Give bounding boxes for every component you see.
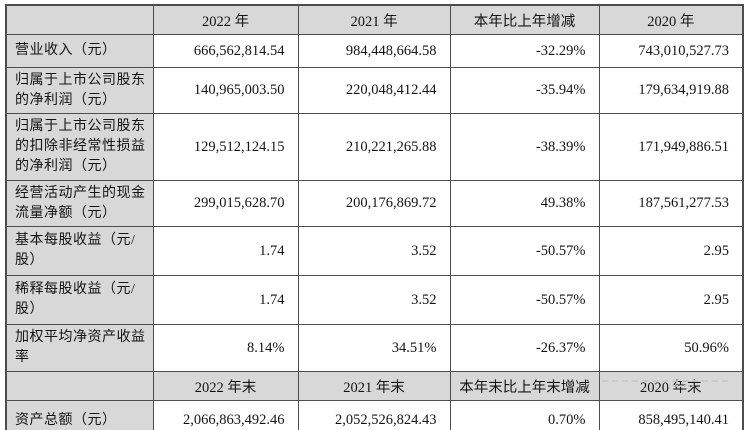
value-cell: -32.29% [449, 34, 600, 68]
column-header: 本年末比上年末增减 [449, 371, 600, 401]
table-row: 加权平均净资产收益率 8.14% 34.51% -26.37% 50.96% [5, 324, 744, 372]
value-cell: 129,512,124.15 [152, 113, 299, 181]
row-label: 经营活动产生的现金流量净额（元） [5, 180, 154, 227]
table-row: 基本每股收益（元/股） 1.74 3.52 -50.57% 2.95 [5, 226, 744, 276]
value-cell: -26.37% [449, 324, 600, 372]
value-cell: 1.74 [152, 226, 299, 276]
column-header: 2020 年末 [598, 371, 744, 401]
value-cell: 2.95 [598, 226, 744, 276]
column-header: 2021 年末 [297, 371, 451, 401]
value-cell: 200,176,869.72 [297, 180, 451, 227]
column-header: 本年比上年增减 [449, 4, 600, 35]
value-cell: 858,495,140.41 [598, 400, 744, 430]
header-row: 2022 年末 2021 年末 本年末比上年末增减 2020 年末 [5, 371, 744, 401]
row-label: 加权平均净资产收益率 [5, 324, 154, 372]
column-header: 2021 年 [297, 4, 451, 35]
value-cell: 179,634,919.88 [598, 67, 744, 114]
row-label: 归属于上市公司股东的净利润（元） [5, 67, 154, 114]
value-cell: 0.70% [449, 400, 600, 430]
table-row: 营业收入（元） 666,562,814.54 984,448,664.58 -32.2… [5, 34, 744, 68]
table-row: 稀释每股收益（元/股） 1.74 3.52 -50.57% 2.95 [5, 275, 744, 325]
value-cell: 140,965,003.50 [152, 67, 299, 114]
value-cell: 187,561,277.53 [598, 180, 744, 227]
value-cell: 210,221,265.88 [297, 113, 451, 181]
value-cell: 1.74 [152, 275, 299, 325]
value-cell: 8.14% [152, 324, 299, 372]
value-cell: -38.39% [449, 113, 600, 181]
table-body: 2022 年 2021 年本年比上年增减 2020 年营业收入（元） 666,562,… [5, 4, 744, 430]
value-cell: 666,562,814.54 [152, 34, 299, 68]
value-cell: 984,448,664.58 [297, 34, 451, 68]
value-cell: 3.52 [297, 226, 451, 276]
value-cell: 743,010,527.73 [598, 34, 744, 68]
value-cell: -50.57% [449, 226, 600, 276]
header-label-cell [5, 4, 154, 35]
column-header: 2020 年 [598, 4, 744, 35]
value-cell: -50.57% [449, 275, 600, 325]
table-row: 归属于上市公司股东的净利润（元） 140,965,003.50 220,048,41… [5, 67, 744, 114]
table-row: 经营活动产生的现金流量净额（元） 299,015,628.70 200,176,86… [5, 180, 744, 227]
value-cell: 2,066,863,492.46 [152, 400, 299, 430]
table-row: 归属于上市公司股东的扣除非经常性损益的净利润（元） 129,512,124.15 2… [5, 113, 744, 181]
column-header: 2022 年末 [152, 371, 299, 401]
row-label: 营业收入（元） [5, 34, 154, 68]
value-cell: 49.38% [449, 180, 600, 227]
value-cell: 2.95 [598, 275, 744, 325]
financial-summary-table: 2022 年 2021 年本年比上年增减 2020 年营业收入（元） 666,562,… [5, 4, 744, 430]
value-cell: -35.94% [449, 67, 600, 114]
table-row: 资产总额（元） 2,066,863,492.46 2,052,526,824.43 0… [5, 400, 744, 430]
header-row: 2022 年 2021 年本年比上年增减 2020 年 [5, 4, 744, 35]
row-label: 稀释每股收益（元/股） [5, 275, 154, 325]
value-cell: 299,015,628.70 [152, 180, 299, 227]
row-label: 基本每股收益（元/股） [5, 226, 154, 276]
value-cell: 50.96% [598, 324, 744, 372]
value-cell: 3.52 [297, 275, 451, 325]
value-cell: 171,949,886.51 [598, 113, 744, 181]
value-cell: 220,048,412.44 [297, 67, 451, 114]
header-label-cell [5, 371, 154, 401]
value-cell: 2,052,526,824.43 [297, 400, 451, 430]
column-header: 2022 年 [152, 4, 299, 35]
value-cell: 34.51% [297, 324, 451, 372]
row-label: 归属于上市公司股东的扣除非经常性损益的净利润（元） [5, 113, 154, 181]
row-label: 资产总额（元） [5, 400, 154, 430]
